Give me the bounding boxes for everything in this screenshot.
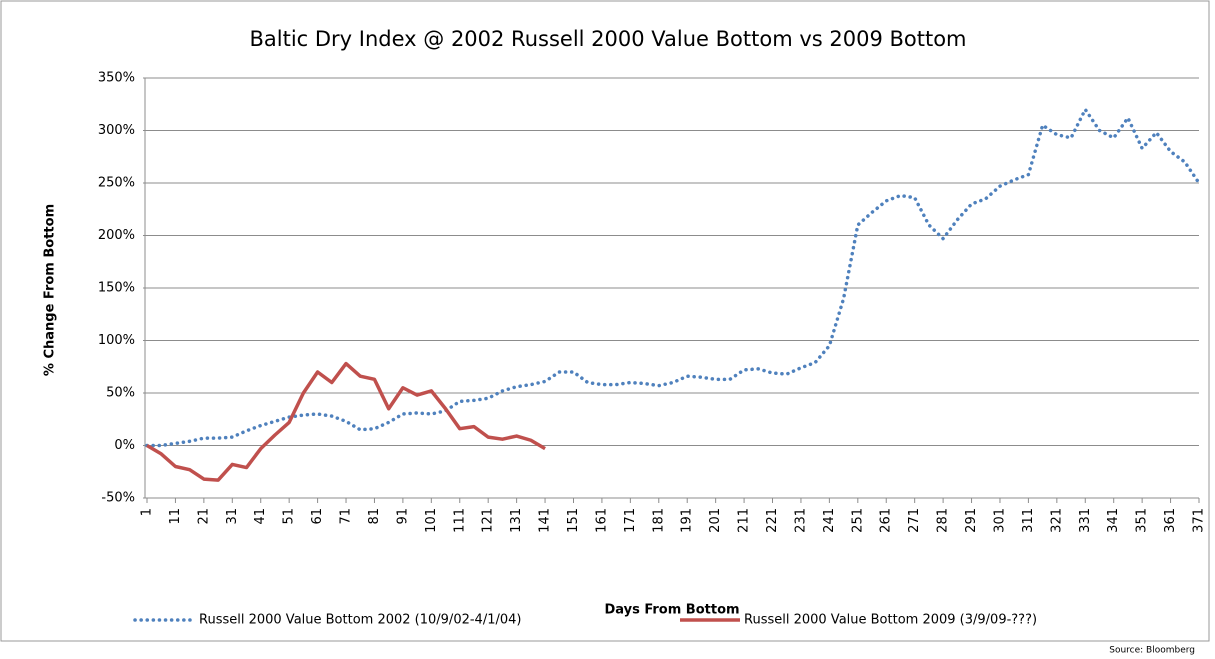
x-tick-label: 341 (1106, 508, 1121, 533)
x-tick-label: 151 (566, 508, 581, 533)
y-tick-label: 350% (98, 71, 135, 86)
x-tick-label: 241 (822, 508, 837, 533)
x-tick-label: 81 (367, 508, 382, 525)
x-tick-label: 191 (680, 508, 695, 533)
x-tick-label: 301 (992, 508, 1007, 533)
x-tick-label: 111 (452, 508, 467, 533)
x-tick-label: 141 (538, 508, 553, 533)
x-tick-label: 321 (1049, 508, 1064, 533)
x-tick-label: 231 (793, 508, 808, 533)
y-tick-label: 0% (114, 438, 135, 453)
x-tick-label: 181 (651, 508, 666, 533)
x-tick-label: 91 (395, 508, 410, 525)
x-tick-label: 1 (140, 508, 155, 516)
x-tick-label: 261 (879, 508, 894, 533)
legend-label: Russell 2000 Value Bottom 2009 (3/9/09-?… (744, 613, 1037, 628)
x-tick-label: 221 (765, 508, 780, 533)
y-tick-label: -50% (101, 491, 135, 506)
chart-title: Baltic Dry Index @ 2002 Russell 2000 Val… (249, 27, 966, 51)
y-axis-title: % Change From Bottom (43, 204, 58, 376)
x-tick-label: 271 (907, 508, 922, 533)
x-tick-label: 121 (481, 508, 496, 533)
x-tick-label: 331 (1078, 508, 1093, 533)
source-note: Source: Bloomberg (1109, 646, 1195, 656)
x-tick-label: 291 (964, 508, 979, 533)
y-tick-label: 100% (98, 333, 135, 348)
x-tick-label: 211 (737, 508, 752, 533)
legend-label: Russell 2000 Value Bottom 2002 (10/9/02-… (199, 613, 521, 628)
x-tick-label: 41 (253, 508, 268, 525)
x-tick-label: 351 (1135, 508, 1150, 533)
x-tick-label: 71 (339, 508, 354, 525)
x-tick-label: 101 (424, 508, 439, 533)
x-tick-label: 281 (936, 508, 951, 533)
y-tick-label: 250% (98, 176, 135, 191)
series-line (145, 107, 1201, 448)
y-tick-label: 200% (98, 228, 135, 243)
x-tick-label: 51 (282, 508, 297, 525)
x-tick-label: 61 (310, 508, 325, 525)
x-tick-label: 251 (850, 508, 865, 533)
x-tick-label: 161 (594, 508, 609, 533)
x-tick-label: 171 (623, 508, 638, 533)
x-tick-label: 201 (708, 508, 723, 533)
x-tick-label: 371 (1192, 508, 1207, 533)
x-tick-label: 31 (225, 508, 240, 525)
x-tick-label: 131 (509, 508, 524, 533)
x-axis-title: Days From Bottom (604, 603, 739, 618)
y-tick-label: 300% (98, 123, 135, 138)
series-line (146, 361, 546, 482)
y-tick-label: 50% (106, 386, 135, 401)
chart-frame (0, 0, 1210, 642)
x-tick-label: 361 (1163, 508, 1178, 533)
y-tick-label: 150% (98, 281, 135, 296)
x-tick-label: 11 (168, 508, 183, 525)
x-tick-label: 311 (1021, 508, 1036, 533)
x-tick-label: 21 (196, 508, 211, 525)
